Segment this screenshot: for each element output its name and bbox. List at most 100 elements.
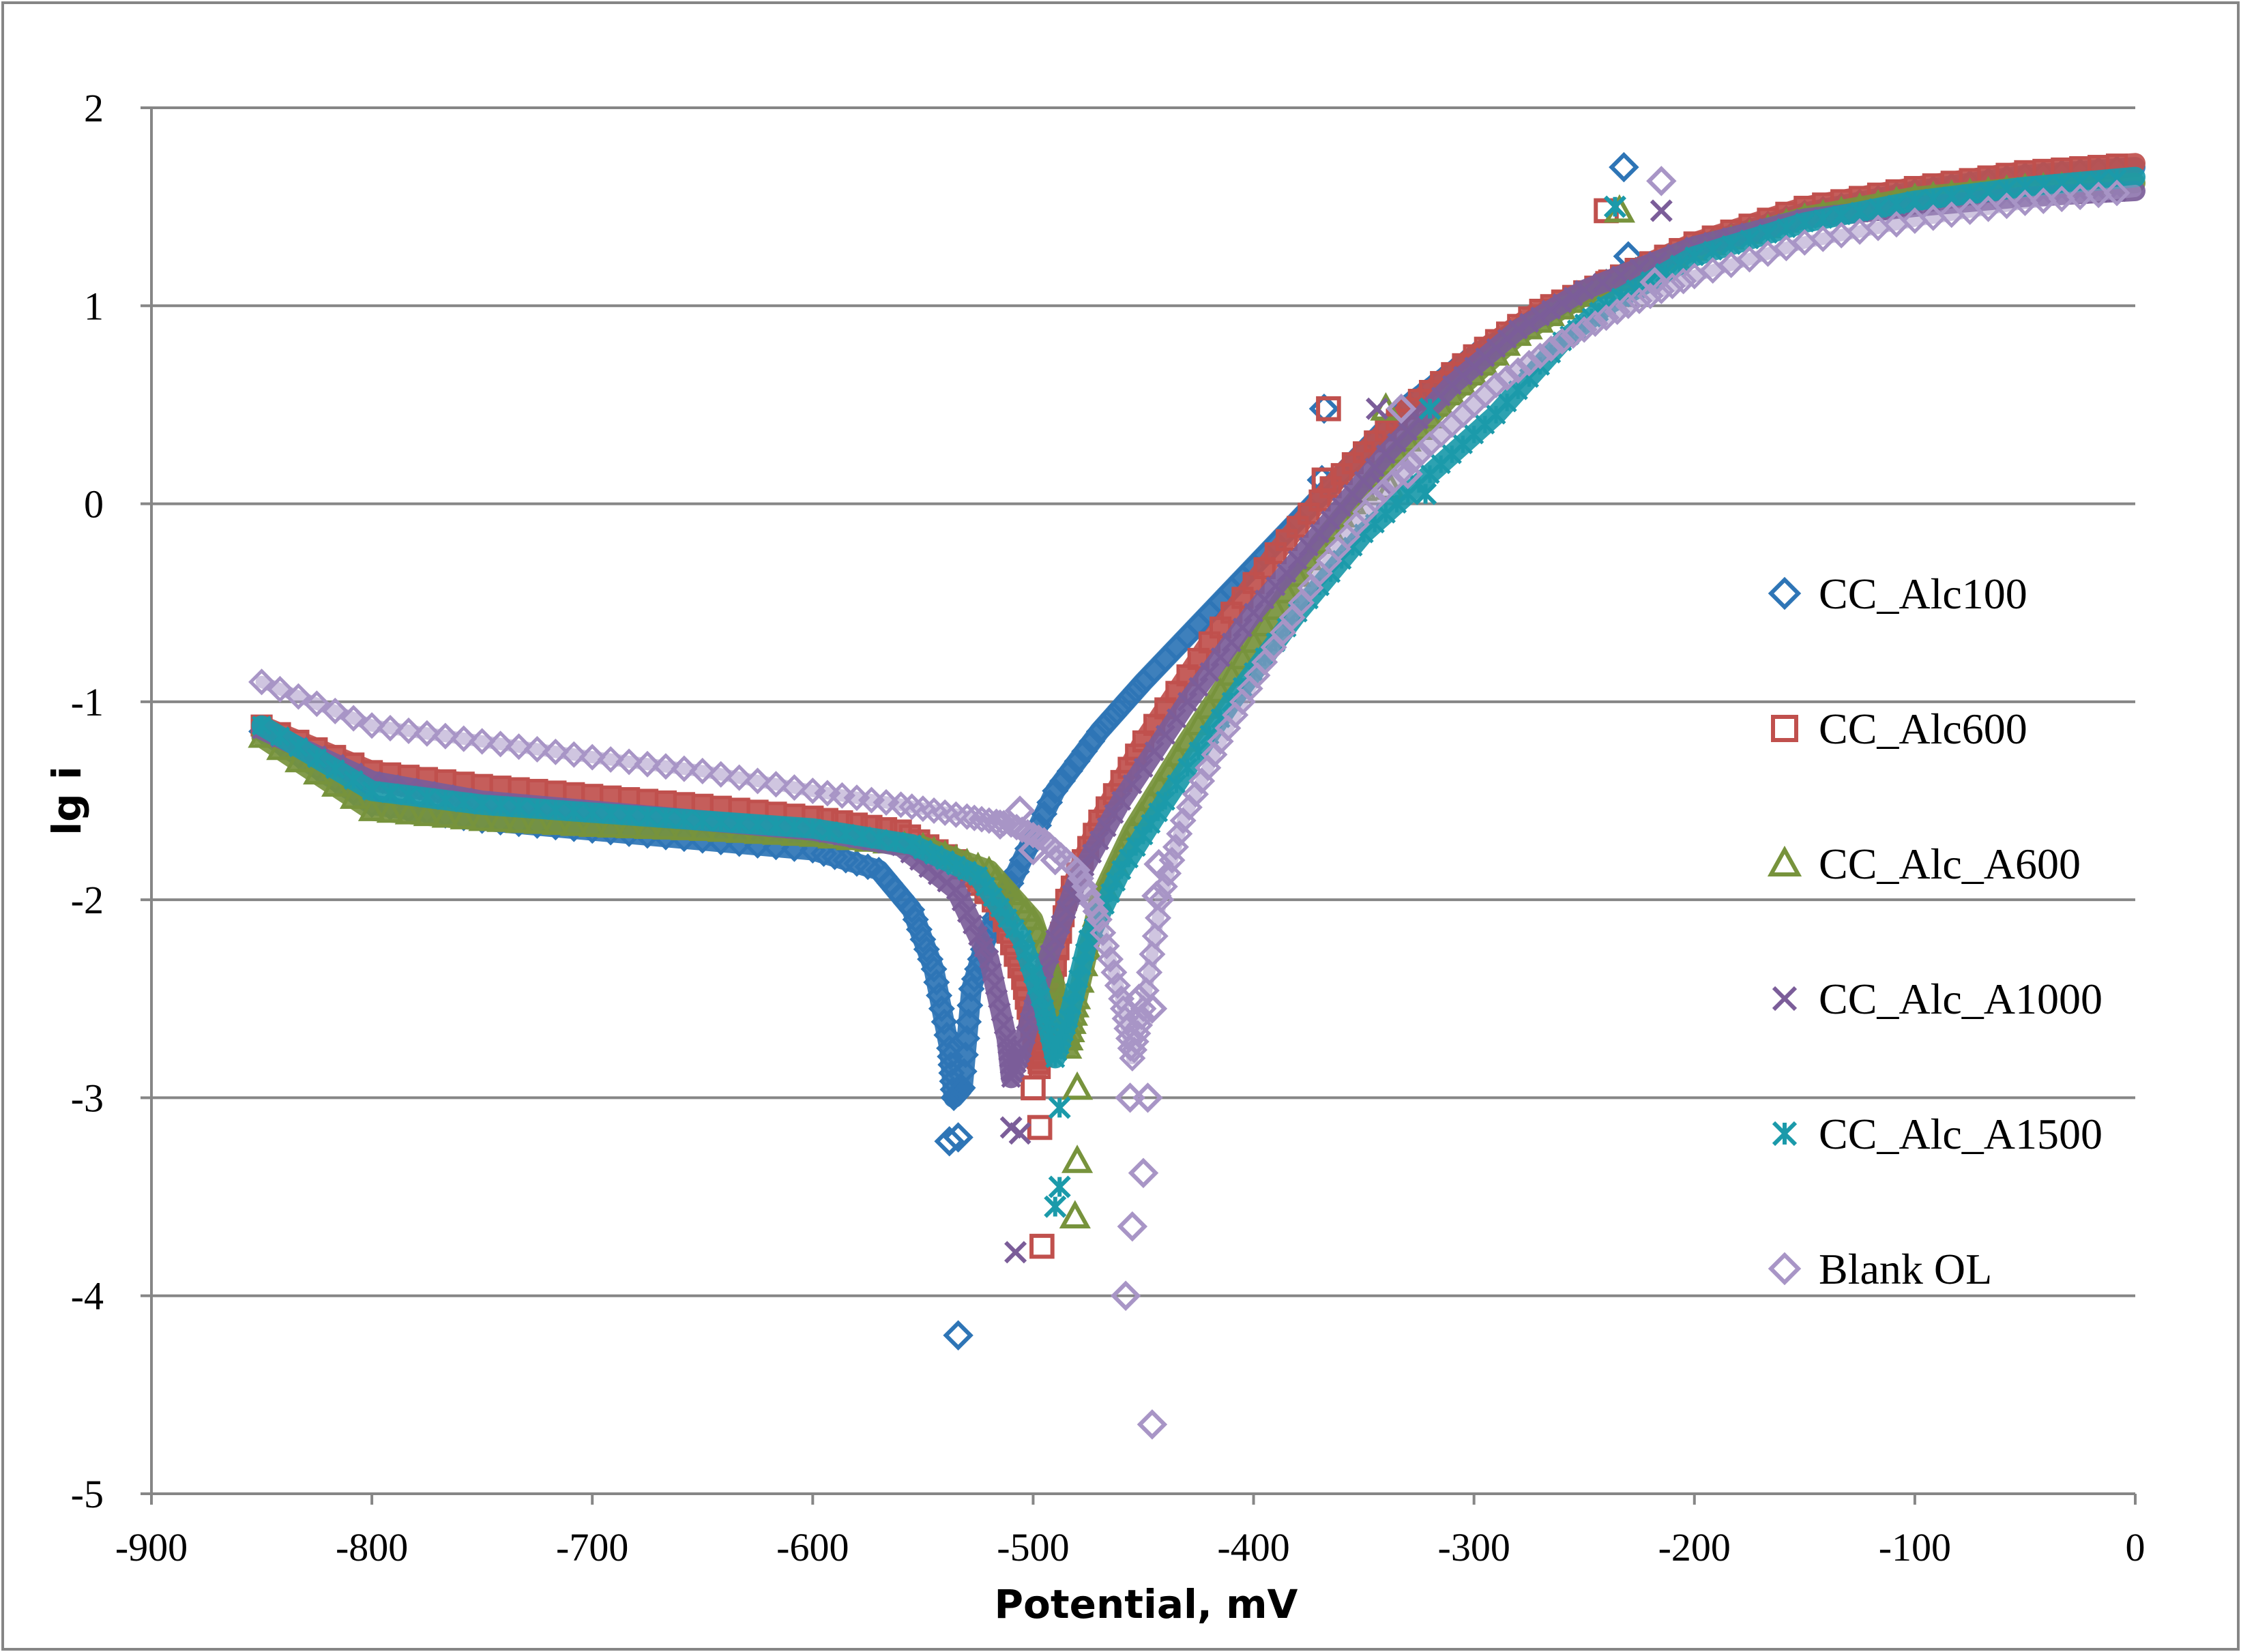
- data-point: [1010, 1043, 1031, 1063]
- data-point: [1647, 277, 1675, 305]
- data-point: [1703, 240, 1723, 261]
- data-point: [1626, 287, 1653, 314]
- data-point: [343, 769, 364, 791]
- data-point: [689, 757, 716, 784]
- data-point: [1371, 477, 1398, 504]
- data-point: [1592, 272, 1613, 293]
- data-point: [339, 784, 368, 809]
- data-point: [1025, 824, 1053, 851]
- legend-label: CC_Alc_A600: [1819, 840, 2081, 888]
- data-point: [1392, 458, 1423, 490]
- data-point: [1144, 741, 1165, 761]
- data-point: [472, 795, 493, 815]
- legend-item: CC_Alc_A600: [1767, 840, 2081, 888]
- data-point: [362, 780, 382, 801]
- data-point: [1059, 1200, 1091, 1228]
- data-point: [1242, 572, 1265, 594]
- data-point: [1646, 166, 1677, 196]
- data-point: [1581, 310, 1609, 337]
- data-point: [1056, 757, 1083, 784]
- data-point: [1592, 304, 1620, 331]
- data-point: [563, 801, 584, 822]
- data-point: [377, 715, 404, 742]
- data-point: [935, 850, 955, 870]
- legend-item: Blank OL: [1768, 1245, 1992, 1293]
- x-tick-label: 0: [2126, 1525, 2145, 1569]
- data-point: [913, 840, 933, 860]
- data-point: [468, 806, 496, 831]
- data-point: [357, 796, 386, 821]
- data-point: [582, 802, 602, 823]
- data-point: [1232, 617, 1253, 638]
- data-point: [946, 855, 966, 876]
- data-point: [1198, 631, 1221, 653]
- data-point: [450, 725, 478, 752]
- data-point: [902, 906, 929, 933]
- data-point: [744, 767, 772, 795]
- data-point: [1124, 984, 1154, 1014]
- data-point: [1414, 482, 1437, 505]
- data-point: [762, 771, 790, 798]
- data-point: [1229, 644, 1257, 670]
- data-point: [1177, 758, 1198, 778]
- data-point: [938, 1059, 965, 1087]
- data-point: [2103, 179, 2130, 207]
- x-tick-label: -800: [336, 1525, 408, 1569]
- x-tick-label: -400: [1217, 1525, 1289, 1569]
- data-point: [1100, 701, 1128, 728]
- data-point: [1311, 467, 1337, 493]
- data-point: [1096, 817, 1117, 838]
- data-point: [843, 784, 870, 812]
- data-point: [868, 829, 889, 849]
- data-point: [955, 1008, 982, 1035]
- data-point: [799, 777, 826, 805]
- y-axis-ticks: 2 1 0 -1 -2 -3 -4 -5: [71, 86, 151, 1516]
- data-point: [469, 728, 496, 755]
- data-point: [454, 792, 474, 812]
- data-point: [931, 1008, 958, 1035]
- data-point: [1048, 1096, 1071, 1119]
- data-point: [858, 786, 885, 814]
- data-point: [1108, 693, 1135, 720]
- data-point: [1250, 611, 1278, 636]
- data-point: [1166, 774, 1187, 795]
- data-point: [1093, 932, 1120, 960]
- data-point: [1767, 845, 1802, 876]
- data-point: [926, 982, 953, 1009]
- data-point: [1145, 904, 1172, 932]
- data-point: [1104, 972, 1131, 999]
- data-point: [1515, 349, 1542, 377]
- data-point: [692, 810, 713, 831]
- data-point: [1768, 1252, 1802, 1286]
- data-point: [1085, 906, 1113, 933]
- data-point: [1139, 941, 1166, 968]
- data-point: [1177, 692, 1198, 712]
- data-point: [946, 880, 966, 900]
- data-point: [1684, 246, 1705, 267]
- data-point: [1868, 198, 1888, 218]
- data-point: [1040, 844, 1070, 876]
- data-point: [784, 817, 804, 838]
- data-point: [1504, 357, 1532, 384]
- data-point: [898, 896, 926, 924]
- y-tick-label: -5: [71, 1472, 104, 1516]
- x-tick-label: -700: [556, 1525, 628, 1569]
- data-point: [1115, 685, 1142, 712]
- data-point: [288, 737, 308, 758]
- data-point: [937, 1051, 965, 1078]
- data-point: [1231, 587, 1254, 609]
- data-point: [814, 780, 841, 807]
- data-point: [953, 803, 981, 830]
- data-point: [321, 697, 349, 724]
- data-point: [1143, 849, 1174, 880]
- data-point: [780, 774, 808, 801]
- data-point: [1132, 1082, 1163, 1113]
- data-point: [1287, 516, 1309, 538]
- data-point: [1650, 199, 1673, 222]
- data-point: [1051, 914, 1071, 934]
- data-point: [1570, 316, 1598, 343]
- data-point: [2107, 168, 2127, 189]
- data-point: [560, 741, 587, 768]
- data-point: [545, 799, 566, 821]
